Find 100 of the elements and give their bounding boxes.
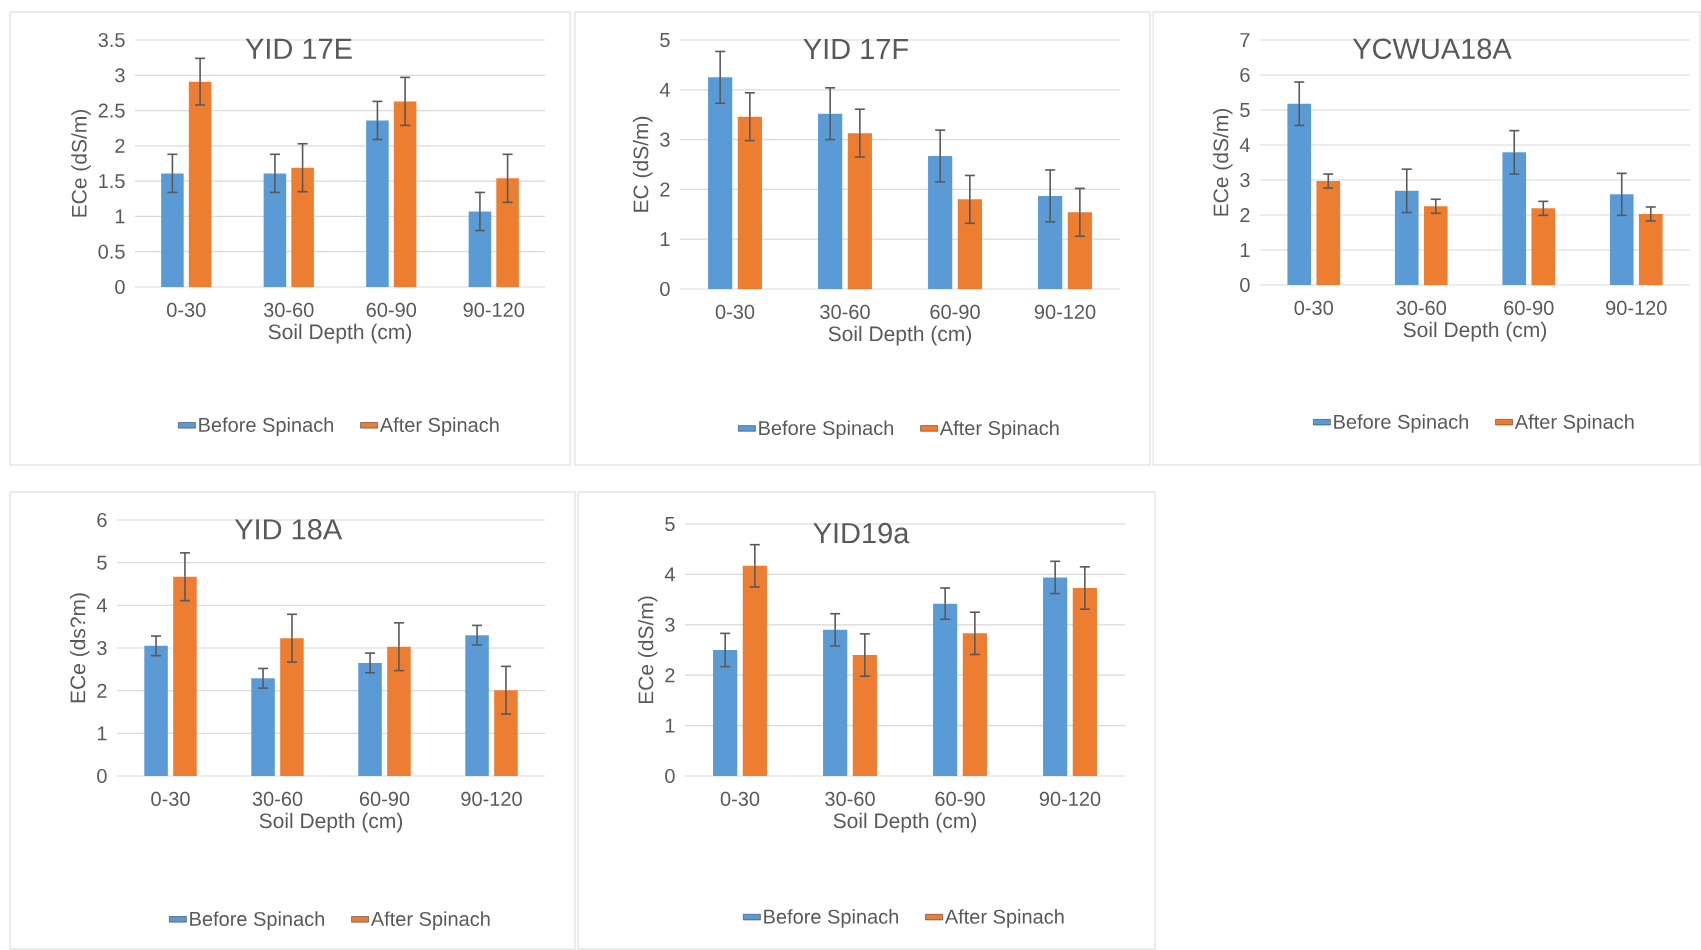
- x-tick-label: 30-60: [263, 302, 314, 317]
- y-tick-label: 5: [97, 555, 107, 570]
- x-tick-label: 90-120: [1606, 300, 1667, 315]
- bar: [957, 199, 982, 289]
- x-tick-label: 60-90: [366, 302, 417, 317]
- bar: [1394, 190, 1419, 285]
- y-axis-title: ECe (dS/m): [637, 596, 658, 704]
- bar: [1038, 195, 1063, 289]
- y-tick-label: 1: [660, 232, 670, 247]
- bar: [823, 629, 848, 776]
- bar: [161, 173, 184, 287]
- y-tick-label: 7: [1240, 33, 1250, 47]
- legend-label: Before Spinach: [199, 417, 334, 436]
- x-tick-label: 30-60: [252, 791, 303, 806]
- y-tick-label: 1: [115, 209, 125, 224]
- bar: [496, 178, 519, 287]
- bar: [933, 603, 958, 776]
- chart-title: YID 17F: [803, 38, 908, 59]
- y-tick-label: 5: [665, 517, 675, 531]
- x-axis-title: Soil Depth (cm): [833, 812, 977, 833]
- bar: [393, 101, 417, 287]
- y-tick-label: 0: [660, 281, 670, 297]
- bar: [928, 156, 953, 289]
- x-axis-title: Soil Depth (cm): [1403, 321, 1547, 342]
- x-tick-label: 60-90: [930, 304, 980, 319]
- bar: [494, 690, 518, 776]
- chart-title: YID 17E: [245, 38, 352, 59]
- y-tick-label: 4: [96, 598, 107, 613]
- y-axis-title: ECe (ds?m): [69, 593, 90, 703]
- y-tick-label: 0: [115, 279, 125, 295]
- y-tick-label: 3: [665, 617, 675, 632]
- y-tick-label: 3: [660, 132, 670, 147]
- x-axis-title: Soil Depth (cm): [268, 323, 412, 344]
- bar: [1067, 212, 1092, 289]
- x-tick-label: 0-30: [151, 791, 190, 806]
- x-tick-label: 30-60: [1396, 300, 1447, 315]
- y-tick-label: 1.5: [99, 174, 125, 189]
- y-tick-label: 3: [1240, 172, 1250, 188]
- legend-label: After Spinach: [379, 417, 499, 436]
- chart-title: YID19a: [813, 522, 910, 544]
- x-tick-label: 90-120: [461, 791, 522, 806]
- y-tick-label: 0: [665, 768, 675, 784]
- x-tick-label: 90-120: [1039, 791, 1101, 806]
- y-tick-label: 0.5: [98, 244, 125, 259]
- y-axis-title: ECe (dS/m): [1212, 108, 1233, 216]
- legend-label: Before Spinach: [764, 909, 899, 928]
- legend-label: Before Spinach: [190, 911, 325, 931]
- y-tick-label: 2: [665, 668, 675, 683]
- x-tick-label: 60-90: [935, 791, 985, 806]
- bar: [468, 211, 492, 287]
- bar: [366, 120, 389, 287]
- bar: [1043, 577, 1068, 776]
- bar: [1531, 208, 1556, 285]
- y-tick-label: 2.5: [98, 103, 125, 118]
- x-tick-label: 90-120: [1034, 304, 1096, 319]
- y-tick-label: 3: [115, 68, 125, 83]
- legend-label: After Spinach: [370, 911, 490, 931]
- bar: [1638, 213, 1663, 285]
- x-tick-label: 0-30: [1294, 300, 1333, 315]
- bar: [1609, 194, 1634, 285]
- legend-label: Before Spinach: [759, 420, 894, 440]
- bar: [188, 81, 212, 287]
- x-tick-label: 30-60: [825, 791, 875, 806]
- y-tick-label: 1: [97, 726, 107, 741]
- y-tick-label: 2: [115, 138, 125, 153]
- y-tick-label: 3: [97, 640, 107, 656]
- bar: [1423, 206, 1448, 285]
- legend-label: After Spinach: [944, 909, 1064, 928]
- bar: [144, 645, 168, 776]
- bar: [708, 77, 733, 289]
- y-tick-label: 4: [1239, 138, 1250, 152]
- bar: [173, 576, 197, 776]
- chart-title: YCWUA18A: [1352, 38, 1512, 59]
- bar: [1072, 588, 1097, 776]
- y-tick-label: 5: [660, 33, 670, 47]
- y-tick-label: 6: [97, 512, 107, 528]
- y-tick-label: 2: [1240, 208, 1250, 222]
- y-tick-label: 2: [660, 182, 670, 197]
- x-tick-label: 0-30: [715, 304, 755, 319]
- x-tick-label: 30-60: [820, 304, 870, 319]
- bar: [291, 167, 314, 287]
- bar: [1287, 103, 1312, 285]
- y-tick-label: 1: [1240, 243, 1250, 257]
- x-tick-label: 0-30: [167, 302, 206, 317]
- legend-label: Before Spinach: [1334, 414, 1469, 433]
- bar: [742, 565, 767, 776]
- bar: [465, 635, 489, 776]
- y-tick-label: 3.5: [98, 32, 125, 48]
- bar: [387, 646, 411, 776]
- bar: [251, 678, 275, 776]
- bar: [852, 655, 877, 776]
- y-tick-label: 4: [659, 82, 670, 97]
- chart-title: YID 18A: [234, 519, 343, 540]
- bar: [818, 113, 843, 289]
- y-tick-label: 4: [664, 567, 675, 582]
- bar: [962, 633, 987, 776]
- bar: [737, 116, 762, 289]
- bar: [847, 133, 872, 289]
- y-tick-label: 2: [97, 683, 107, 698]
- x-tick-label: 0-30: [720, 791, 760, 806]
